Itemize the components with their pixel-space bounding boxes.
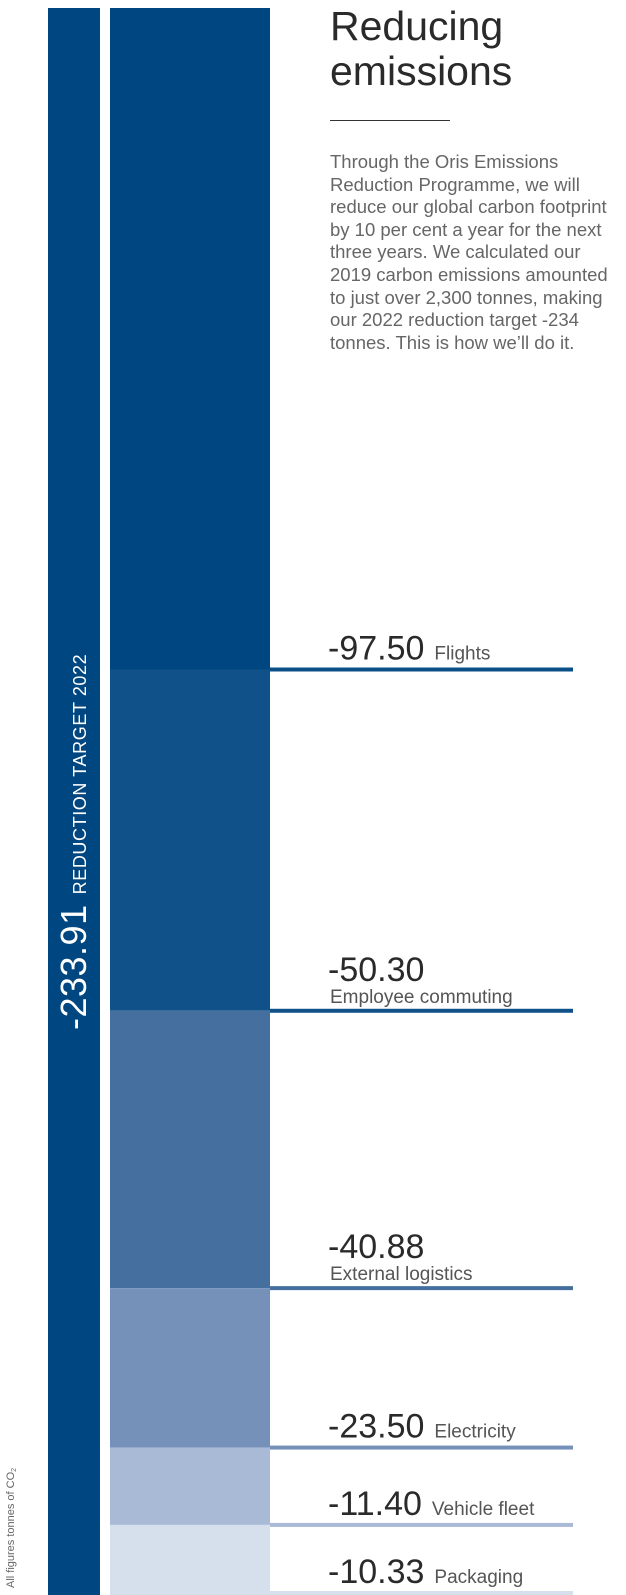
segment-line-external-logistics: [270, 1286, 573, 1291]
segment-label-packaging: Packaging: [434, 1567, 523, 1588]
segment-text-electricity: -23.50 Electricity: [328, 1408, 516, 1446]
segment-line-electricity: [270, 1445, 573, 1450]
title-divider: [330, 120, 450, 121]
segment-label-flights: Flights: [434, 644, 490, 665]
segment-text-flights: -97.50 Flights: [328, 630, 490, 668]
segment-bar-external-logistics: [110, 1010, 270, 1289]
segment-label-employee-commuting: Employee commuting: [330, 987, 513, 1008]
page-title: Reducing emissions: [330, 3, 513, 94]
segment-value-external-logistics: -40.88: [328, 1228, 424, 1266]
segment-bar-flights: [110, 8, 270, 670]
segment-bar-employee-commuting: [110, 669, 270, 1011]
segment-text-vehicle-fleet: -11.40 Vehicle fleet: [328, 1485, 535, 1523]
segment-line-employee-commuting: [270, 1008, 573, 1013]
segment-line-packaging: [270, 1591, 573, 1595]
segment-line-flights: [270, 667, 573, 672]
total-bar: [48, 8, 100, 1595]
intro-paragraph: Through the Oris Emissions Reduction Pro…: [330, 151, 608, 353]
segment-label-vehicle-fleet: Vehicle fleet: [432, 1499, 535, 1520]
total-caption: REDUCTION TARGET 2022: [70, 653, 90, 895]
segment-value-flights: -97.50: [328, 630, 424, 668]
segment-label-electricity: Electricity: [434, 1422, 516, 1443]
segment-label-external-logistics: External logistics: [330, 1264, 473, 1285]
segment-bar-electricity: [110, 1288, 270, 1448]
segment-text-packaging: -10.33 Packaging: [328, 1553, 523, 1591]
segment-value-employee-commuting: -50.30: [328, 951, 424, 989]
segment-value-packaging: -10.33: [328, 1553, 424, 1591]
total-label: -233.91 REDUCTION TARGET 2022: [52, 550, 96, 1030]
segment-bar-packaging: [110, 1524, 270, 1595]
segment-line-vehicle-fleet: [270, 1522, 573, 1527]
segment-bar-vehicle-fleet: [110, 1447, 270, 1525]
total-value: -233.91: [53, 904, 94, 1030]
segment-value-vehicle-fleet: -11.40: [328, 1485, 422, 1523]
segment-value-electricity: -23.50: [328, 1408, 424, 1446]
